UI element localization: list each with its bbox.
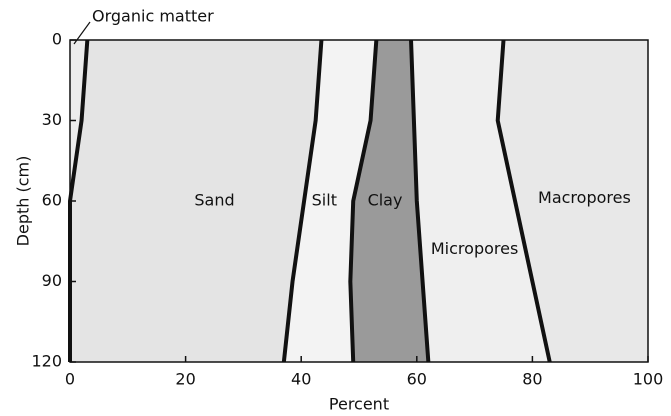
- x-tick-label: 0: [65, 370, 75, 389]
- y-tick-label: 0: [52, 30, 62, 49]
- annotation: Organic matter: [92, 7, 214, 26]
- y-tick-label: 90: [42, 271, 62, 290]
- y-tick-label: 30: [42, 110, 62, 129]
- x-tick-label: 60: [407, 370, 427, 389]
- boundary-line: [409, 39, 431, 363]
- area: [497, 40, 648, 362]
- region-label: Clay: [368, 191, 403, 210]
- area: [350, 40, 429, 362]
- x-tick-label: 80: [522, 370, 542, 389]
- region-label: Micropores: [431, 239, 518, 258]
- boundary-line: [495, 39, 552, 363]
- x-tick-label: 20: [175, 370, 195, 389]
- x-axis-label: Percent: [329, 395, 389, 414]
- area: [70, 40, 322, 362]
- x-tick-label: 40: [291, 370, 311, 389]
- region-label: Macropores: [538, 188, 631, 207]
- area: [411, 40, 550, 362]
- boundary-line: [348, 39, 379, 363]
- x-tick-label: 100: [633, 370, 664, 389]
- y-tick-label: 120: [31, 352, 62, 371]
- y-tick-label: 60: [42, 191, 62, 210]
- y-axis-label: Depth (cm): [14, 156, 33, 247]
- boundary-line: [281, 39, 324, 363]
- area: [283, 40, 377, 362]
- region-label: Silt: [312, 191, 337, 210]
- region-label: Sand: [194, 191, 234, 210]
